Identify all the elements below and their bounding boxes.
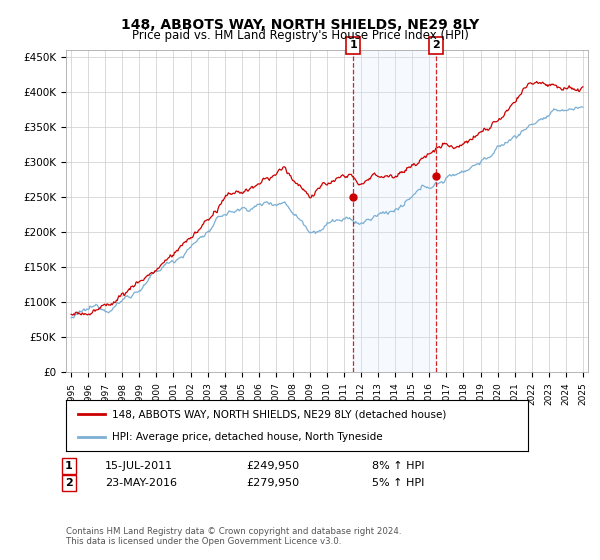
Text: 5% ↑ HPI: 5% ↑ HPI <box>372 478 424 488</box>
Text: 148, ABBOTS WAY, NORTH SHIELDS, NE29 8LY: 148, ABBOTS WAY, NORTH SHIELDS, NE29 8LY <box>121 18 479 32</box>
Text: 23-MAY-2016: 23-MAY-2016 <box>105 478 177 488</box>
Text: 1: 1 <box>65 461 73 471</box>
Text: Contains HM Land Registry data © Crown copyright and database right 2024.
This d: Contains HM Land Registry data © Crown c… <box>66 526 401 546</box>
Text: HPI: Average price, detached house, North Tyneside: HPI: Average price, detached house, Nort… <box>112 432 383 442</box>
Text: Price paid vs. HM Land Registry's House Price Index (HPI): Price paid vs. HM Land Registry's House … <box>131 29 469 42</box>
Bar <box>353 50 436 372</box>
Text: £279,950: £279,950 <box>246 478 299 488</box>
Text: 2: 2 <box>65 478 73 488</box>
Text: 8% ↑ HPI: 8% ↑ HPI <box>372 461 425 471</box>
Text: 148, ABBOTS WAY, NORTH SHIELDS, NE29 8LY (detached house): 148, ABBOTS WAY, NORTH SHIELDS, NE29 8LY… <box>112 409 446 419</box>
Point <box>431 172 441 181</box>
Text: 1: 1 <box>349 40 357 50</box>
Text: 2: 2 <box>432 40 440 50</box>
Point <box>349 193 358 202</box>
Text: 15-JUL-2011: 15-JUL-2011 <box>105 461 173 471</box>
Text: £249,950: £249,950 <box>246 461 299 471</box>
